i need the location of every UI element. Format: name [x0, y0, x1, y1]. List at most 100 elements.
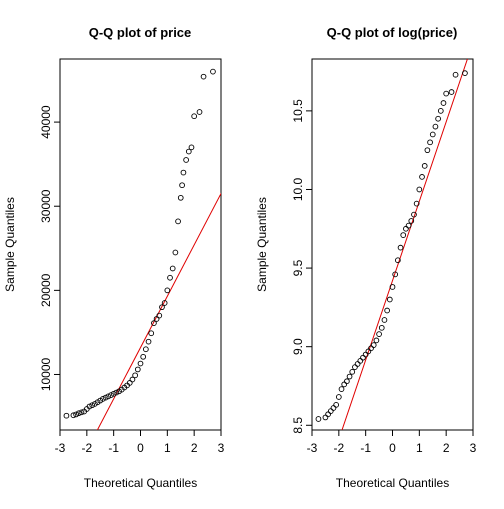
panel-1-data-point	[159, 304, 165, 311]
panel-2-data-point	[389, 284, 396, 290]
panel-1-y-axis-label: Sample Quantiles	[3, 197, 17, 292]
panel-1-x-tick-label: 3	[218, 441, 225, 455]
panel-1-data-point	[191, 113, 198, 120]
panel-2-data-point	[419, 174, 425, 180]
panel-2-y-tick-label: 8.5	[291, 417, 305, 434]
panel-1-data-point	[161, 300, 168, 306]
panel-1-data-point	[105, 393, 112, 400]
panel-1-data-point	[113, 389, 120, 396]
panel-1-data-point	[172, 249, 179, 256]
panel-1-data-point	[86, 403, 93, 410]
panel-2-data-point	[403, 225, 409, 232]
panel-2-y-tick-label: 9.5	[291, 259, 305, 276]
panel-1-data-point	[134, 366, 141, 373]
panel-1-data-point	[185, 148, 192, 155]
panel-1-data-point	[210, 68, 216, 75]
panel-2-y-tick-label: 9.0	[291, 338, 305, 355]
panel-2-data-point	[381, 317, 388, 323]
panel-1-data-point	[78, 409, 85, 416]
panel-2-data-point	[452, 71, 459, 78]
panel-2-data-point	[397, 244, 404, 251]
panel-2-data-point	[352, 364, 358, 370]
panel-1-data-point	[180, 169, 187, 176]
panel-2-data-point	[424, 147, 431, 154]
panel-2-y-tick-label: 10.5	[291, 99, 305, 123]
panel-1-data-point	[148, 330, 155, 337]
panel-2-data-point	[338, 386, 345, 392]
panel-2-data-point	[416, 186, 423, 193]
panel-1-data-point	[140, 353, 147, 360]
panel-2-data-point	[330, 405, 337, 411]
panel-2-title: Q-Q plot of log(price)	[327, 25, 458, 40]
panel-2-data-point	[462, 70, 468, 76]
panel-2-data-point	[325, 411, 331, 418]
panel-2-data-point	[432, 123, 439, 130]
panel-2-data-point	[429, 131, 436, 138]
panel-1-data-point	[89, 402, 96, 409]
panel-2: Q-Q plot of log(price) Theoretical Quanti…	[255, 25, 477, 490]
panel-2-data-point	[413, 200, 420, 207]
panel-1-data-point	[151, 320, 157, 327]
panel-1-data-point	[75, 410, 82, 417]
panel-1-data-point	[129, 376, 136, 383]
panel-1-data-point	[153, 316, 160, 322]
panel-2-data-point	[437, 108, 444, 114]
panel-2-data-point	[378, 324, 385, 331]
panel-1-data-point	[63, 412, 70, 419]
panel-2-data-point	[443, 90, 450, 97]
panel-1-x-tick-label: 0	[137, 441, 144, 455]
panel-1-data-point	[164, 287, 171, 294]
panel-1-reference-line	[96, 192, 221, 430]
panel-1-data-point	[102, 394, 109, 401]
panel-1-data-point	[167, 274, 173, 281]
panel-1-y-tick-label: 10000	[39, 357, 53, 391]
panel-1-x-axis-label: Theoretical Quantiles	[84, 476, 197, 490]
panel-2-data-point	[346, 373, 353, 380]
panel-1-data-point	[108, 392, 114, 398]
panel-2-data-point	[315, 416, 322, 422]
panel-2-data-point	[400, 232, 407, 238]
panel-1-x-tick-label: -3	[55, 441, 66, 455]
panel-1-data-point	[188, 144, 195, 151]
panel-1-data-point	[177, 194, 184, 201]
panel-2-data-point	[349, 368, 356, 375]
panel-2-x-tick-label: 2	[443, 441, 450, 455]
panel-1-y-tick-label: 20000	[39, 273, 53, 307]
panel-1-data-point	[70, 412, 77, 419]
panel-2-data-point	[360, 354, 366, 361]
panel-2-data-point	[408, 218, 415, 224]
panel-1-data-point	[175, 218, 181, 225]
panel-2-data-point	[354, 361, 361, 367]
panel-1-data-point	[145, 338, 152, 345]
panel-2-data-point	[322, 414, 329, 421]
panel-1-plot-box	[59, 58, 222, 431]
panel-1-data-point	[156, 312, 163, 319]
panel-2-reference-line	[341, 59, 468, 430]
panel-2-y-tick-label: 10.0	[291, 177, 305, 201]
panel-2-data-point	[344, 378, 350, 385]
panel-2-x-tick-label: -1	[360, 441, 371, 455]
panel-2-x-tick-label: 1	[416, 441, 423, 455]
panel-2-data-point	[435, 115, 441, 122]
panel-2-data-point	[421, 163, 428, 169]
panel-2-data-point	[370, 342, 377, 348]
panel-1-data-point	[137, 360, 144, 367]
panel-2-data-point	[427, 139, 433, 146]
panel-1-data-point	[132, 372, 138, 379]
panel-2-data-point	[357, 357, 364, 364]
panel-1-data-point	[143, 346, 149, 353]
panel-2-x-tick-label: -3	[307, 441, 318, 455]
panel-1-data-point	[200, 73, 207, 80]
panel-1: Q-Q plot of price Theoretical Quantiles Sa…	[3, 25, 225, 490]
panel-2-y-axis-label: Sample Quantiles	[255, 197, 269, 292]
panel-2-data-point	[392, 271, 399, 278]
panel-2-data-point	[376, 331, 382, 337]
panel-1-data-point	[179, 182, 185, 189]
panel-1-data-point	[183, 157, 189, 163]
panel-1-x-tick-label: 2	[191, 441, 198, 455]
panel-1-y-tick-label: 30000	[39, 189, 53, 223]
panel-1-x-tick-label: -2	[81, 441, 92, 455]
panel-2-data-point	[386, 296, 393, 303]
panel-2-data-point	[373, 337, 380, 344]
